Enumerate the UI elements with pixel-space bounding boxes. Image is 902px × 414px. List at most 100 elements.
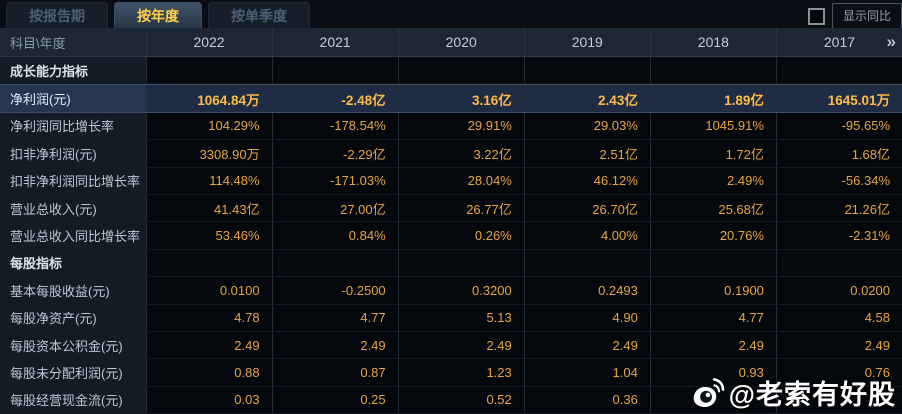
watermark-text: @老索有好股 [728,380,896,410]
year-column-header: 2021 [271,28,398,56]
cell-value: 4.77 [271,304,398,331]
year-column-header: 2018 [649,28,776,56]
empty-cell [775,57,902,84]
year-column-header: 2020 [397,28,524,56]
table-row[interactable]: 每股净资产(元) 4.78 4.77 5.13 4.90 4.77 4.58 [0,304,902,332]
cell-value: 1.68亿 [775,140,902,167]
cell-value: 0.3200 [397,277,524,304]
cell-value: -2.48亿 [271,85,398,112]
row-label: 每股未分配利润(元) [0,359,146,386]
year-column-header: 2022 [145,28,272,56]
cell-value: 1645.01万 [775,85,902,112]
cell-value: -171.03% [271,167,398,194]
cell-value: 0.2493 [523,277,650,304]
cell-value: 20.76% [649,222,776,249]
table-row: 每股指标 [0,249,902,278]
table-row[interactable]: 营业总收入同比增长率 53.46% 0.84% 0.26% 4.00% 20.76% -2.… [0,222,902,250]
cell-value: 2.49 [649,331,776,359]
row-label: 扣非净利润同比增长率 [0,167,146,194]
weibo-icon [693,377,724,407]
cell-value: 21.26亿 [775,194,902,222]
table-row[interactable]: 每股资本公积金(元) 2.49 2.49 2.49 2.49 2.49 2.49 [0,331,902,360]
cell-value: 2.43亿 [523,85,650,112]
cell-value: 2.49 [397,331,524,359]
cell-value: 0.25 [271,386,398,414]
year-column-header: 2019 [523,28,650,56]
table-header-row: 科目\年度 2022 2021 2020 2019 2018 2017» [0,28,902,57]
cell-value: 27.00亿 [271,194,398,222]
tab-report-period[interactable]: 按报告期 [6,2,108,28]
cell-value: 4.78 [145,304,272,331]
cell-value: 0.1900 [649,277,776,304]
empty-cell [775,249,902,277]
period-tabbar: 按报告期 按年度 按单季度 显示同比 [0,0,902,29]
cell-value: 4.77 [649,304,776,331]
watermark: @老索有好股 [691,373,896,412]
cell-value: 0.0200 [775,277,902,304]
tab-annual[interactable]: 按年度 [114,2,202,28]
cell-value: 29.03% [523,112,650,140]
cell-value: 0.87 [271,359,398,386]
row-label: 营业总收入同比增长率 [0,222,146,249]
cell-value: 1.72亿 [649,140,776,167]
section-header-label: 成长能力指标 [0,57,146,84]
cell-value: 26.77亿 [397,194,524,222]
table-body: 成长能力指标 净利润(元) 1064.84万 -2.48亿 3.16亿 2.43亿 1.89… [0,57,902,414]
table-row[interactable]: 营业总收入(元) 41.43亿 27.00亿 26.77亿 26.70亿 25.68亿 21… [0,194,902,223]
cell-value: 104.29% [145,112,272,140]
cell-value: 4.90 [523,304,650,331]
empty-cell [271,249,398,277]
cell-value: 4.00% [523,222,650,249]
cell-value: 2.51亿 [523,140,650,167]
cell-value: 0.36 [523,386,650,414]
cell-value: 46.12% [523,167,650,194]
empty-cell [649,57,776,84]
cell-value: 25.68亿 [649,194,776,222]
cell-value: 1.89亿 [649,85,776,112]
cell-value: 2.49% [649,167,776,194]
empty-cell [523,249,650,277]
show-yoy-checkbox[interactable] [807,7,825,25]
empty-cell [145,249,272,277]
table-row[interactable]: 基本每股收益(元) 0.0100 -0.2500 0.3200 0.2493 0.1900… [0,277,902,305]
yoy-controls: 显示同比 [807,3,902,29]
cell-value: -2.31% [775,222,902,249]
table-row[interactable]: 净利润同比增长率 104.29% -178.54% 29.91% 29.03% 1045.… [0,112,902,141]
year-column-header: 2017 [775,28,902,56]
cell-value: 4.58 [775,304,902,331]
empty-cell [145,57,272,84]
row-label: 扣非净利润(元) [0,140,146,167]
row-label: 每股资本公积金(元) [0,331,146,359]
cell-value: 0.88 [145,359,272,386]
cell-value: 0.84% [271,222,398,249]
cell-value: 0.93 [649,359,776,386]
table-row[interactable]: 扣非净利润同比增长率 114.48% -171.03% 28.04% 46.12% 2.4… [0,167,902,195]
corner-header: 科目\年度 [10,35,66,51]
cell-value: 2.49 [523,331,650,359]
empty-cell [271,57,398,84]
cell-value: 1.04 [523,359,650,386]
cell-value: 1064.84万 [145,85,272,112]
cell-value: -56.34% [775,167,902,194]
row-label: 净利润(元) [0,85,146,112]
cell-value: -2.29亿 [271,140,398,167]
row-label: 基本每股收益(元) [0,277,146,304]
table-row[interactable]: 每股未分配利润(元) 0.88 0.87 1.23 1.04 0.93 0.76 [0,359,902,387]
cell-value [775,386,902,414]
empty-cell [523,57,650,84]
row-label: 每股净资产(元) [0,304,146,331]
table-row[interactable]: 净利润(元) 1064.84万 -2.48亿 3.16亿 2.43亿 1.89亿 1645.… [0,84,902,113]
scroll-years-right-button[interactable]: » [886,32,896,51]
table-row[interactable]: 扣非净利润(元) 3308.90万 -2.29亿 3.22亿 2.51亿 1.72亿 1.6… [0,140,902,168]
cell-value: 41.43亿 [145,194,272,222]
cell-value: 3.22亿 [397,140,524,167]
cell-value: 3.16亿 [397,85,524,112]
row-label: 营业总收入(元) [0,194,146,222]
tab-single-quarter[interactable]: 按单季度 [208,2,310,28]
cell-value: 28.04% [397,167,524,194]
cell-value: -178.54% [271,112,398,140]
cell-value: 1045.91% [649,112,776,140]
cell-value: 114.48% [145,167,272,194]
show-yoy-label[interactable]: 显示同比 [831,3,902,29]
